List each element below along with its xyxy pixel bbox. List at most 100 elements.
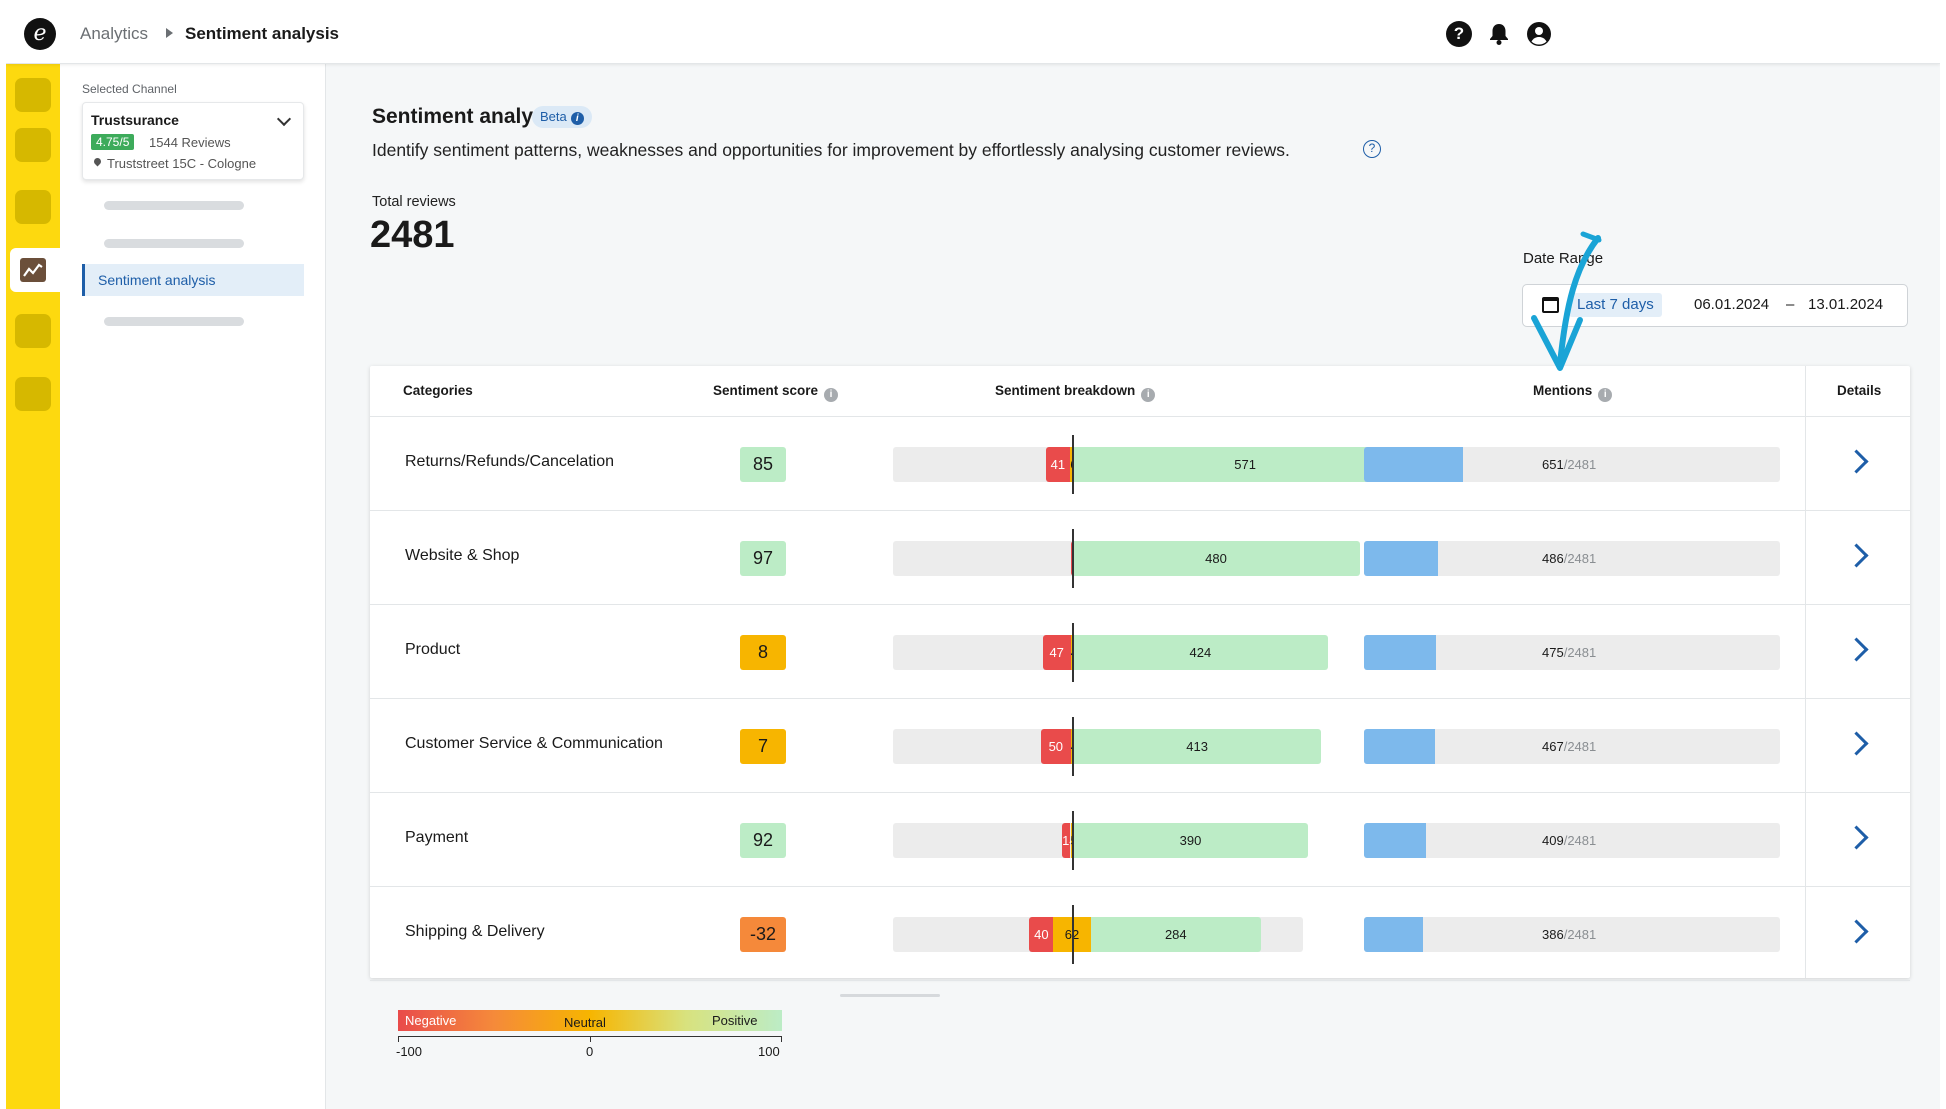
sentiment-breakdown-bar: 145390 [893, 823, 1308, 858]
page-subtitle: Identify sentiment patterns, weaknesses … [372, 140, 1290, 160]
sentiment-score-badge: 92 [740, 823, 786, 858]
mentions-text: 386/2481 [1542, 927, 1596, 942]
mentions-text: 475/2481 [1542, 645, 1596, 660]
nav-placeholder-2[interactable] [104, 239, 244, 248]
info-icon[interactable]: i [824, 388, 839, 402]
sentiment-breakdown-bar: 504413 [893, 729, 1321, 764]
segment-negative: 14 [1062, 823, 1077, 858]
rail-item-5[interactable] [15, 314, 51, 348]
chevron-right-icon[interactable] [1844, 543, 1869, 568]
beta-badge[interactable]: Beta i [532, 106, 592, 128]
neutral-marker-line [1072, 623, 1074, 682]
sentiment-breakdown-bar: 480 [893, 541, 1360, 576]
bell-icon[interactable] [1486, 21, 1512, 47]
category-name: Payment [405, 829, 469, 846]
neutral-marker-line [1072, 905, 1074, 964]
table-row[interactable]: Customer Service & Communication75044134… [370, 699, 1910, 793]
sentiment-breakdown-bar: 4062284 [893, 917, 1303, 952]
date-range-label: Date Range [1523, 250, 1604, 267]
info-icon[interactable]: i [1141, 388, 1156, 402]
app-logo[interactable]: e [24, 18, 56, 50]
chevron-right-icon[interactable] [1844, 449, 1869, 474]
segment-negative: 41 [1045, 447, 1071, 482]
channel-name: Trustsurance [91, 112, 179, 128]
header-sentiment-score: Sentiment score i [713, 383, 839, 402]
segment-positive: 571 [1073, 447, 1417, 482]
details-divider [1805, 366, 1806, 978]
channel-address: Truststreet 15C - Cologne [107, 156, 257, 171]
legend-negative: Negative [405, 1013, 457, 1028]
sentiment-score-badge: 7 [740, 729, 786, 764]
mentions-text: 467/2481 [1542, 739, 1596, 754]
mentions-bar: 651/2481 [1364, 447, 1780, 482]
mentions-fill [1364, 917, 1423, 952]
location-pin-icon [92, 156, 103, 167]
neutral-marker-line [1072, 811, 1074, 870]
mentions-fill [1364, 823, 1427, 858]
help-icon[interactable]: ? [1446, 21, 1472, 47]
date-from: 06.01.2024 [1694, 296, 1770, 313]
rail-item-6[interactable] [15, 377, 51, 411]
header-breakdown-label: Sentiment breakdown [995, 383, 1136, 398]
legend-tick-mid [590, 1036, 591, 1042]
channel-selector[interactable]: Trustsurance 4.75/5 1544 Reviews Trustst… [82, 102, 304, 180]
rail-item-1[interactable] [15, 78, 51, 112]
rail-item-3[interactable] [15, 190, 51, 224]
mentions-bar: 386/2481 [1364, 917, 1780, 952]
chevron-right-icon[interactable] [1844, 731, 1869, 756]
legend-tick-min [398, 1036, 399, 1042]
nav-placeholder-1[interactable] [104, 201, 244, 210]
sidebar: Selected Channel Trustsurance 4.75/5 154… [60, 64, 326, 1109]
mentions-text: 486/2481 [1542, 551, 1596, 566]
mentions-count: 486 [1542, 551, 1564, 566]
info-icon[interactable]: i [1598, 388, 1613, 402]
chevron-right-icon[interactable] [1844, 637, 1869, 662]
main-content: Sentiment analysis Beta i Identify sentim… [326, 64, 1940, 1109]
rail-item-analytics[interactable] [10, 248, 60, 292]
calendar-icon [1542, 297, 1559, 313]
nav-placeholder-3[interactable] [104, 317, 244, 326]
legend-tick-max [781, 1036, 782, 1042]
chevron-right-icon[interactable] [1844, 825, 1869, 850]
user-icon[interactable] [1526, 21, 1552, 47]
mentions-total: /2481 [1563, 833, 1597, 848]
segment-positive: 413 [1073, 729, 1321, 764]
legend-neutral: Neutral [564, 1015, 606, 1030]
mentions-fill [1364, 729, 1436, 764]
sentiment-score-badge: 8 [740, 635, 786, 670]
sentiment-breakdown-bar: 416571 [893, 447, 1417, 482]
table-header: Categories Sentiment score i Sentiment br… [370, 366, 1910, 417]
mentions-total: /2481 [1563, 927, 1597, 942]
mentions-count: 467 [1542, 739, 1564, 754]
header-mentions: Mentions i [1533, 383, 1613, 402]
mentions-total: /2481 [1563, 457, 1597, 472]
help-circle-icon[interactable]: ? [1363, 140, 1381, 158]
total-reviews-value: 2481 [370, 214, 455, 256]
mentions-bar: 486/2481 [1364, 541, 1780, 576]
top-bar: e Analytics Sentiment analysis ? [6, 4, 1940, 64]
date-preset-chip[interactable]: Last 7 days [1569, 293, 1662, 317]
sentiment-breakdown-bar: 474424 [893, 635, 1328, 670]
date-range-picker[interactable]: Last 7 days 06.01.2024 – 13.01.2024 [1522, 284, 1908, 327]
header-details: Details [1837, 383, 1882, 398]
segment-positive: 390 [1073, 823, 1308, 858]
horizontal-scrollbar[interactable] [840, 994, 940, 997]
breadcrumb-analytics[interactable]: Analytics [80, 24, 149, 43]
mentions-total: /2481 [1563, 739, 1597, 754]
date-to: 13.01.2024 [1808, 296, 1884, 313]
sentiment-score-badge: -32 [740, 917, 786, 952]
nav-item-sentiment-analysis[interactable]: Sentiment analysis [82, 264, 304, 296]
review-count: 1544 Reviews [149, 135, 231, 150]
date-separator: – [1786, 296, 1795, 313]
table-row[interactable]: Website & Shop 97 480 486/2481 [370, 511, 1910, 605]
table-row[interactable]: Payment 92 145390 409/2481 [370, 793, 1910, 887]
table-row[interactable]: Shipping & Delivery -32 4062284 386/2481 [370, 887, 1910, 981]
table-row[interactable]: Returns/Refunds/Cancelation 85 416571 651/2… [370, 417, 1910, 511]
neutral-marker-line [1072, 435, 1074, 494]
chevron-right-icon[interactable] [1844, 919, 1869, 944]
mentions-count: 475 [1542, 645, 1564, 660]
rail-item-2[interactable] [15, 128, 51, 162]
table-row[interactable]: Product 8 474424 475/2481 [370, 605, 1910, 699]
segment-neutral: 62 [1053, 917, 1091, 952]
neutral-marker-line [1072, 529, 1074, 588]
